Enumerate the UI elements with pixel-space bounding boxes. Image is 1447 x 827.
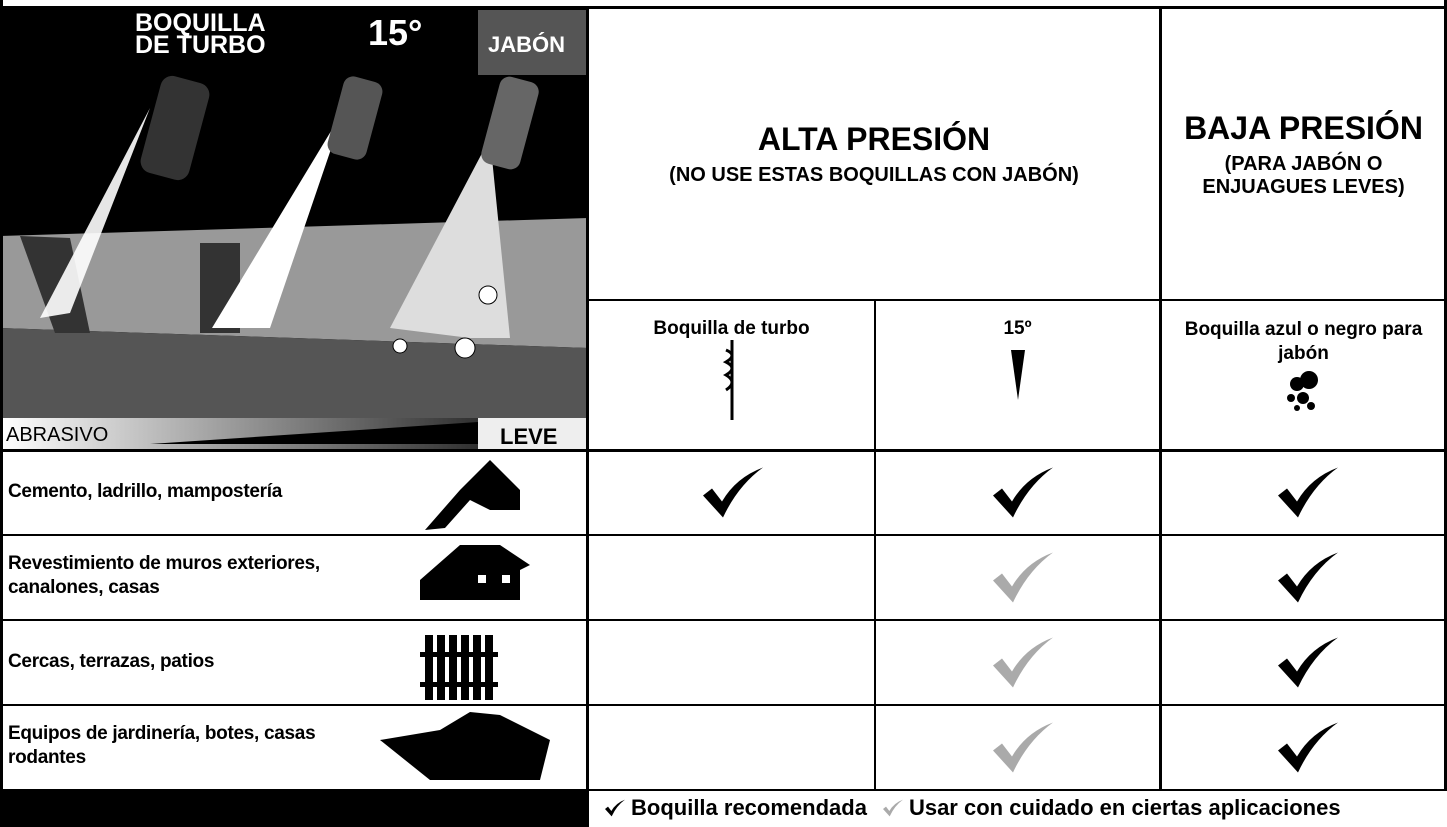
grid-line bbox=[0, 449, 1447, 452]
header-subtitle: (PARA JABÓN O bbox=[1224, 152, 1383, 175]
header-subtitle: ENJUAGUES LEVES) bbox=[1202, 175, 1405, 198]
check-recommended bbox=[1278, 552, 1338, 603]
header-title: BAJA PRESIÓN bbox=[1184, 109, 1423, 146]
nozzle-label: 15º bbox=[1003, 318, 1032, 339]
legend-item: Usar con cuidado en ciertas aplicaciones bbox=[908, 795, 1341, 820]
row-label: Equipos de jardinería, botes, casas roda… bbox=[8, 723, 316, 768]
panel-title-line: BOQUILLA bbox=[135, 9, 266, 37]
panel-title: BOQUILLA DE TURBO bbox=[135, 9, 266, 59]
grid-line bbox=[588, 299, 1447, 301]
scale-right: LEVE bbox=[500, 424, 558, 449]
grid-line bbox=[0, 619, 1447, 621]
scale-left: ABRASIVO bbox=[6, 424, 109, 446]
nozzle-cell: 15º bbox=[875, 318, 1160, 420]
soap-label: JABÓN bbox=[488, 32, 566, 57]
grid-line bbox=[0, 789, 1447, 791]
legend-check bbox=[882, 799, 903, 817]
row-label: Cemento, ladrillo, mampostería bbox=[8, 481, 282, 502]
check-recommended bbox=[1278, 637, 1338, 688]
header-title: ALTA PRESIÓN bbox=[757, 121, 991, 157]
panel-title-line: DE TURBO bbox=[135, 31, 266, 59]
check-recommended bbox=[993, 467, 1053, 518]
check-recommended bbox=[1278, 467, 1338, 518]
row-label: Cercas, terrazas, patios bbox=[8, 651, 215, 672]
nozzle-label: Boquilla de turbo bbox=[653, 318, 810, 339]
check-recommended bbox=[1278, 722, 1338, 773]
row-icons bbox=[380, 460, 550, 780]
grid-line bbox=[0, 534, 1447, 536]
legend: Boquilla recomendada Usar con cuidado en… bbox=[605, 795, 1341, 821]
footer-bar bbox=[0, 790, 588, 827]
border bbox=[0, 0, 3, 827]
row-label: Revestimiento de muros exteriores, canal… bbox=[8, 553, 320, 598]
legend-item: Boquilla recomendada bbox=[631, 795, 867, 820]
check-caution bbox=[993, 637, 1053, 688]
turbo-icon bbox=[722, 340, 733, 420]
header-subtitle: (NO USE ESTAS BOQUILLAS CON JABÓN) bbox=[669, 164, 1079, 186]
nozzle-cell: Boquilla de turbo bbox=[588, 318, 875, 420]
grid-line bbox=[874, 299, 876, 790]
check-caution bbox=[993, 552, 1053, 603]
check-recommended bbox=[703, 467, 763, 518]
angle-label: 15° bbox=[368, 12, 423, 53]
grid-line bbox=[586, 6, 589, 827]
legend-check bbox=[605, 799, 625, 817]
nozzle-illustration bbox=[0, 8, 588, 450]
nozzle-label: Boquilla azul o negro para jabón bbox=[1184, 319, 1423, 364]
nozzle-cell: Boquilla azul o negro para jabón bbox=[1170, 318, 1437, 416]
grid-line bbox=[1159, 6, 1162, 790]
soap-icon bbox=[1286, 371, 1318, 411]
low-pressure-header: BAJA PRESIÓN (PARA JABÓN O ENJUAGUES LEV… bbox=[1160, 8, 1447, 300]
grid-line bbox=[0, 704, 1447, 706]
angle-icon bbox=[1010, 350, 1025, 400]
high-pressure-header: ALTA PRESIÓN (NO USE ESTAS BOQUILLAS CON… bbox=[588, 8, 1160, 300]
check-caution bbox=[993, 722, 1053, 773]
border bbox=[1444, 0, 1447, 790]
border bbox=[0, 6, 1447, 9]
